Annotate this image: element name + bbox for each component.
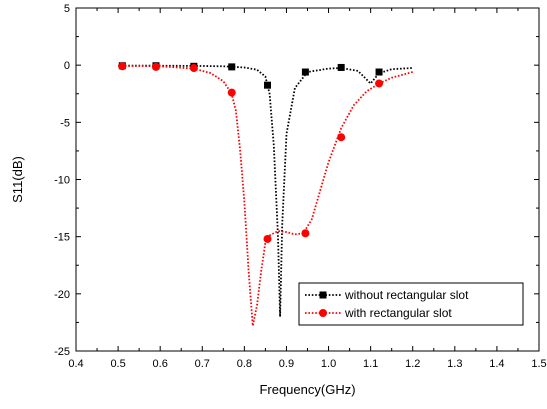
plot-area xyxy=(118,62,413,326)
data-point-circle xyxy=(189,64,198,73)
data-point-square xyxy=(264,81,272,89)
x-tick-label: 0.4 xyxy=(68,358,83,370)
x-tick-label: 0.6 xyxy=(153,358,168,370)
data-point-circle xyxy=(263,234,272,243)
data-point-square xyxy=(337,63,345,71)
series-line xyxy=(118,64,413,317)
x-tick-label: 0.7 xyxy=(195,358,210,370)
x-tick-label: 1.5 xyxy=(531,358,546,370)
data-point-circle xyxy=(337,133,346,142)
data-point-square xyxy=(301,68,309,76)
x-tick-label: 0.8 xyxy=(237,358,252,370)
data-point-circle xyxy=(375,79,384,88)
x-tick-label: 0.5 xyxy=(110,358,125,370)
y-tick-label: -15 xyxy=(54,232,70,244)
legend-marker-square xyxy=(319,291,327,299)
x-tick-label: 1.3 xyxy=(447,358,462,370)
x-tick-label: 1.4 xyxy=(489,358,504,370)
legend-label-with-slot: with rectangular slot xyxy=(344,306,452,320)
legend: without rectangular slot with rectangula… xyxy=(298,282,524,326)
data-point-circle xyxy=(227,88,236,97)
legend-label-without-slot: without rectangular slot xyxy=(344,288,469,302)
data-point-circle xyxy=(301,229,310,238)
data-point-square xyxy=(375,68,383,76)
y-tick-label: -25 xyxy=(54,346,70,358)
x-tick-label: 1.0 xyxy=(321,358,336,370)
y-tick-label: -10 xyxy=(54,175,70,187)
data-point-circle xyxy=(151,62,160,71)
y-axis-label: S11(dB) xyxy=(10,156,25,203)
legend-marker-circle xyxy=(319,309,327,317)
y-tick-label: 0 xyxy=(64,60,70,72)
legend-box xyxy=(298,282,524,326)
data-point-square xyxy=(228,63,236,71)
series-1 xyxy=(118,62,413,326)
x-tick-label: 1.2 xyxy=(405,358,420,370)
data-point-circle xyxy=(118,62,127,71)
series-0 xyxy=(118,62,413,317)
y-tick-label: -20 xyxy=(54,289,70,301)
y-tick-label: -5 xyxy=(60,117,70,129)
x-tick-label: 1.1 xyxy=(363,358,378,370)
x-tick-label: 0.9 xyxy=(279,358,294,370)
y-tick-label: 5 xyxy=(64,3,70,15)
axes: 0.4 0.5 0.6 0.7 0.8 0.9 1.0 1.1 1.2 1.3 1.4 1.5 5 0 -5… xyxy=(54,3,547,370)
series-line xyxy=(118,64,413,326)
x-axis-label: Frequency(GHz) xyxy=(259,382,355,397)
